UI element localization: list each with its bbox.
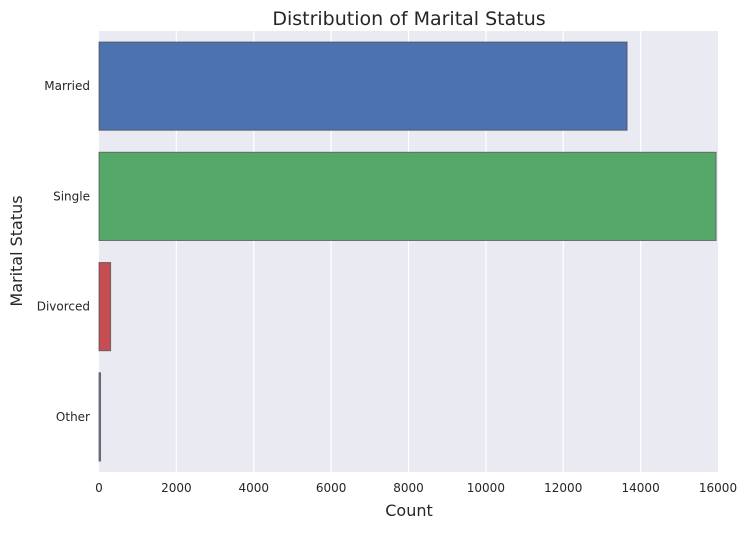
x-tick-label: 8000 [393,481,424,495]
x-tick-label: 0 [95,481,103,495]
x-tick-label: 16000 [699,481,737,495]
y-axis-label: Marital Status [7,195,26,306]
x-axis-label: Count [385,501,433,520]
bar-other [98,372,102,462]
bar-divorced [98,262,112,352]
bars [98,41,717,462]
y-tick-label: Single [53,189,90,203]
x-tick-label: 12000 [544,481,582,495]
y-tick-label: Other [56,410,90,424]
x-tick-label: 10000 [467,481,505,495]
bar-single [98,151,717,241]
y-tick-label: Divorced [37,300,90,314]
x-tick-label: 14000 [622,481,660,495]
chart-title: Distribution of Marital Status [272,8,545,30]
bar-married [98,41,628,131]
x-tick-labels: 0 2000 4000 6000 8000 10000 12000 14000 16000 [95,481,737,495]
x-tick-label: 6000 [316,481,347,495]
x-tick-label: 2000 [161,481,192,495]
y-tick-label: Married [44,79,90,93]
x-tick-label: 4000 [238,481,269,495]
y-tick-labels: Married Single Divorced Other [37,79,90,424]
